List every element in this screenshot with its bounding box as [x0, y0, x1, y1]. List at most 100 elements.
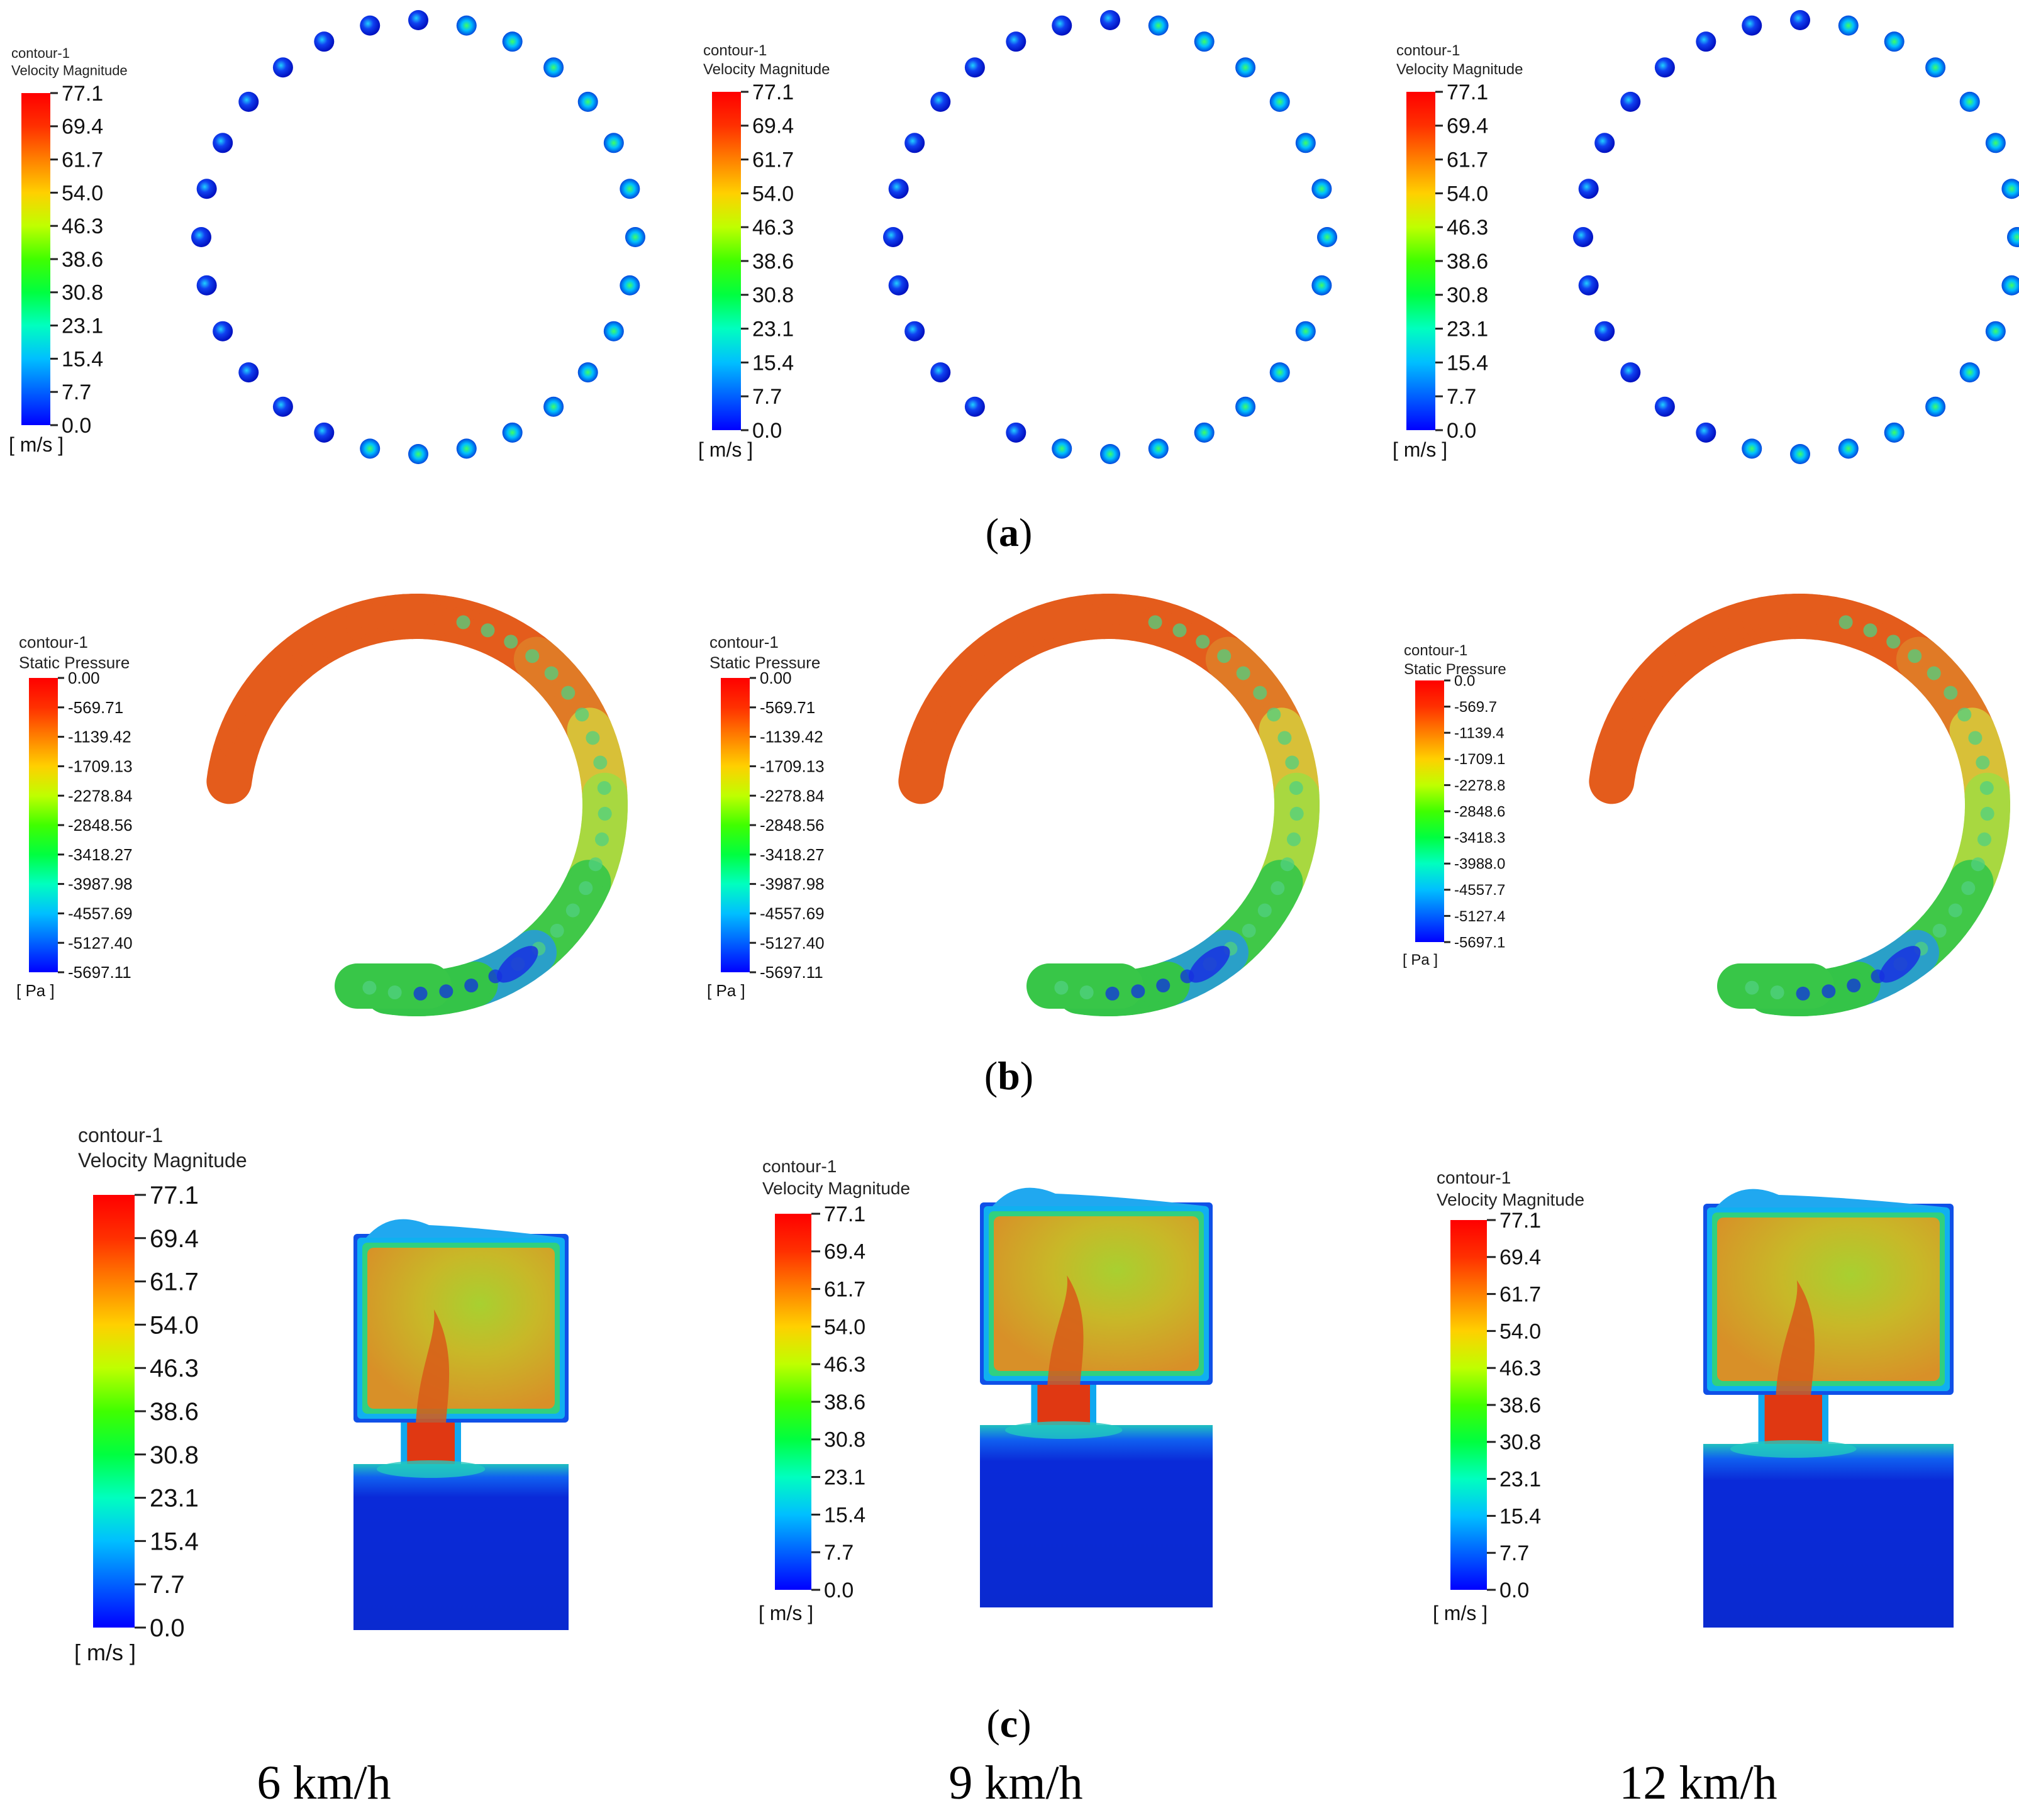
speed-label: 9 km/h	[948, 1756, 1082, 1809]
tick-label: 30.8	[1447, 284, 1488, 308]
panel-caption-b: (b)	[984, 1053, 1033, 1098]
tick-label: -1709.13	[68, 757, 133, 776]
nozzle-dot	[1925, 57, 1946, 78]
tick-label: 0.0	[1454, 672, 1475, 689]
tick-label: -5127.4	[1454, 908, 1505, 925]
tick-label: -1709.1	[1454, 751, 1505, 768]
nozzle-dot	[1884, 422, 1905, 443]
legend-a0: contour-1 Velocity Magnitude 77.1 69.4 61.7 5…	[9, 45, 128, 456]
lower-chamber	[353, 1464, 569, 1630]
tick-label: -3987.98	[760, 875, 825, 894]
colorbar	[1406, 92, 1435, 430]
nozzle-dot	[620, 275, 640, 296]
nozzle-mark	[1863, 623, 1877, 638]
tick-label: 0.0	[824, 1579, 854, 1602]
nozzle-mark	[550, 923, 564, 938]
nozzle-dot	[314, 31, 335, 52]
legend-variable: Velocity Magnitude	[11, 63, 128, 79]
tick-label: 23.1	[150, 1485, 199, 1512]
nozzle-mark	[1980, 806, 1994, 821]
tick-label: 0.0	[150, 1614, 185, 1642]
nozzle-mark	[1838, 615, 1853, 630]
tick-label: -569.71	[68, 698, 123, 717]
nozzle-mark	[1976, 755, 1990, 770]
nozzle-mark	[597, 780, 611, 795]
nozzle-dot	[1742, 438, 1762, 459]
tick-label: -3418.27	[760, 845, 825, 864]
tick-label: 0.0	[1447, 419, 1476, 443]
tick-label: 61.7	[752, 148, 794, 172]
pressure-arc-2	[1589, 594, 2010, 1016]
nozzle-dot	[360, 15, 381, 36]
nozzle-dot	[1578, 275, 1599, 296]
nozzle-dot	[1742, 15, 1762, 36]
tick-label: -3418.3	[1454, 830, 1505, 846]
neck-jet	[1037, 1385, 1090, 1425]
nozzle-dot	[577, 362, 598, 383]
nozzle-mark	[1271, 881, 1285, 896]
tick-label: 61.7	[824, 1278, 865, 1302]
legend-variable: Velocity Magnitude	[1437, 1190, 1584, 1209]
upper-chamber-field	[1717, 1218, 1940, 1381]
tick-label: -5127.40	[68, 933, 133, 952]
nozzle-mark	[1054, 980, 1069, 995]
nozzle-dot	[964, 57, 985, 78]
nozzle-mark	[588, 857, 603, 872]
tick-label: 0.0	[752, 419, 782, 443]
tick-label: 30.8	[752, 284, 794, 308]
legend-variable: Velocity Magnitude	[703, 61, 830, 78]
tick-label: 23.1	[752, 318, 794, 341]
tick-label: 69.4	[1499, 1246, 1541, 1270]
tick-label: 77.1	[752, 80, 794, 104]
tick-label: -2278.84	[68, 786, 133, 805]
nozzle-mark	[1280, 857, 1294, 872]
nozzle-mark	[1971, 857, 1985, 872]
nozzle-dot	[456, 438, 477, 459]
nozzle-dot	[2001, 179, 2019, 199]
nozzle-mark	[1886, 635, 1901, 649]
legend-variable: Velocity Magnitude	[78, 1149, 247, 1172]
tick-label: -569.7	[1454, 699, 1497, 716]
nozzle-mark	[1286, 832, 1301, 846]
tick-label: -5697.11	[760, 963, 823, 982]
nozzle-dot	[1052, 438, 1072, 459]
tick-label: 15.4	[752, 351, 794, 375]
nozzle-mark	[1172, 623, 1187, 638]
nozzle-dot	[964, 396, 985, 417]
tick-label: -569.71	[760, 698, 815, 717]
nozzle-dot	[1100, 444, 1120, 464]
legend-variable: Velocity Magnitude	[762, 1179, 910, 1198]
legend-variable: Static Pressure	[19, 653, 130, 672]
legend-name: contour-1	[1437, 1168, 1511, 1187]
tick-label: 46.3	[150, 1355, 199, 1382]
legend-name: contour-1	[703, 42, 767, 59]
tick-label: 38.6	[752, 250, 794, 274]
nozzle-dot	[2007, 227, 2019, 247]
legend-unit: [ m/s ]	[9, 433, 64, 456]
nozzle-mark	[561, 685, 576, 700]
low-pressure-zone	[1188, 946, 1230, 983]
tick-label: 61.7	[1499, 1283, 1541, 1307]
tick-label: -3988.0	[1454, 856, 1505, 873]
tick-label: 61.7	[1447, 148, 1488, 172]
nozzle-dot	[196, 179, 217, 199]
nozzle-mark	[1770, 985, 1784, 1000]
colorbar	[1450, 1220, 1487, 1590]
nozzle-mark	[1148, 615, 1162, 630]
nozzle-dot	[1578, 179, 1599, 199]
tick-label: 23.1	[824, 1466, 865, 1490]
nozzle-dot	[1295, 321, 1316, 341]
tick-label: 15.4	[150, 1528, 199, 1555]
nozzle-dot	[1594, 321, 1615, 341]
nozzle-mark	[1267, 707, 1281, 722]
tick-label: 7.7	[1499, 1541, 1529, 1565]
nozzle-mark	[1932, 923, 1947, 938]
nozzle-dot	[930, 91, 951, 112]
colorbar	[775, 1214, 811, 1590]
colorbar	[29, 678, 58, 972]
tick-label: 7.7	[752, 385, 782, 409]
nozzle-dot	[1295, 133, 1316, 153]
nozzle-mark	[1277, 731, 1292, 745]
